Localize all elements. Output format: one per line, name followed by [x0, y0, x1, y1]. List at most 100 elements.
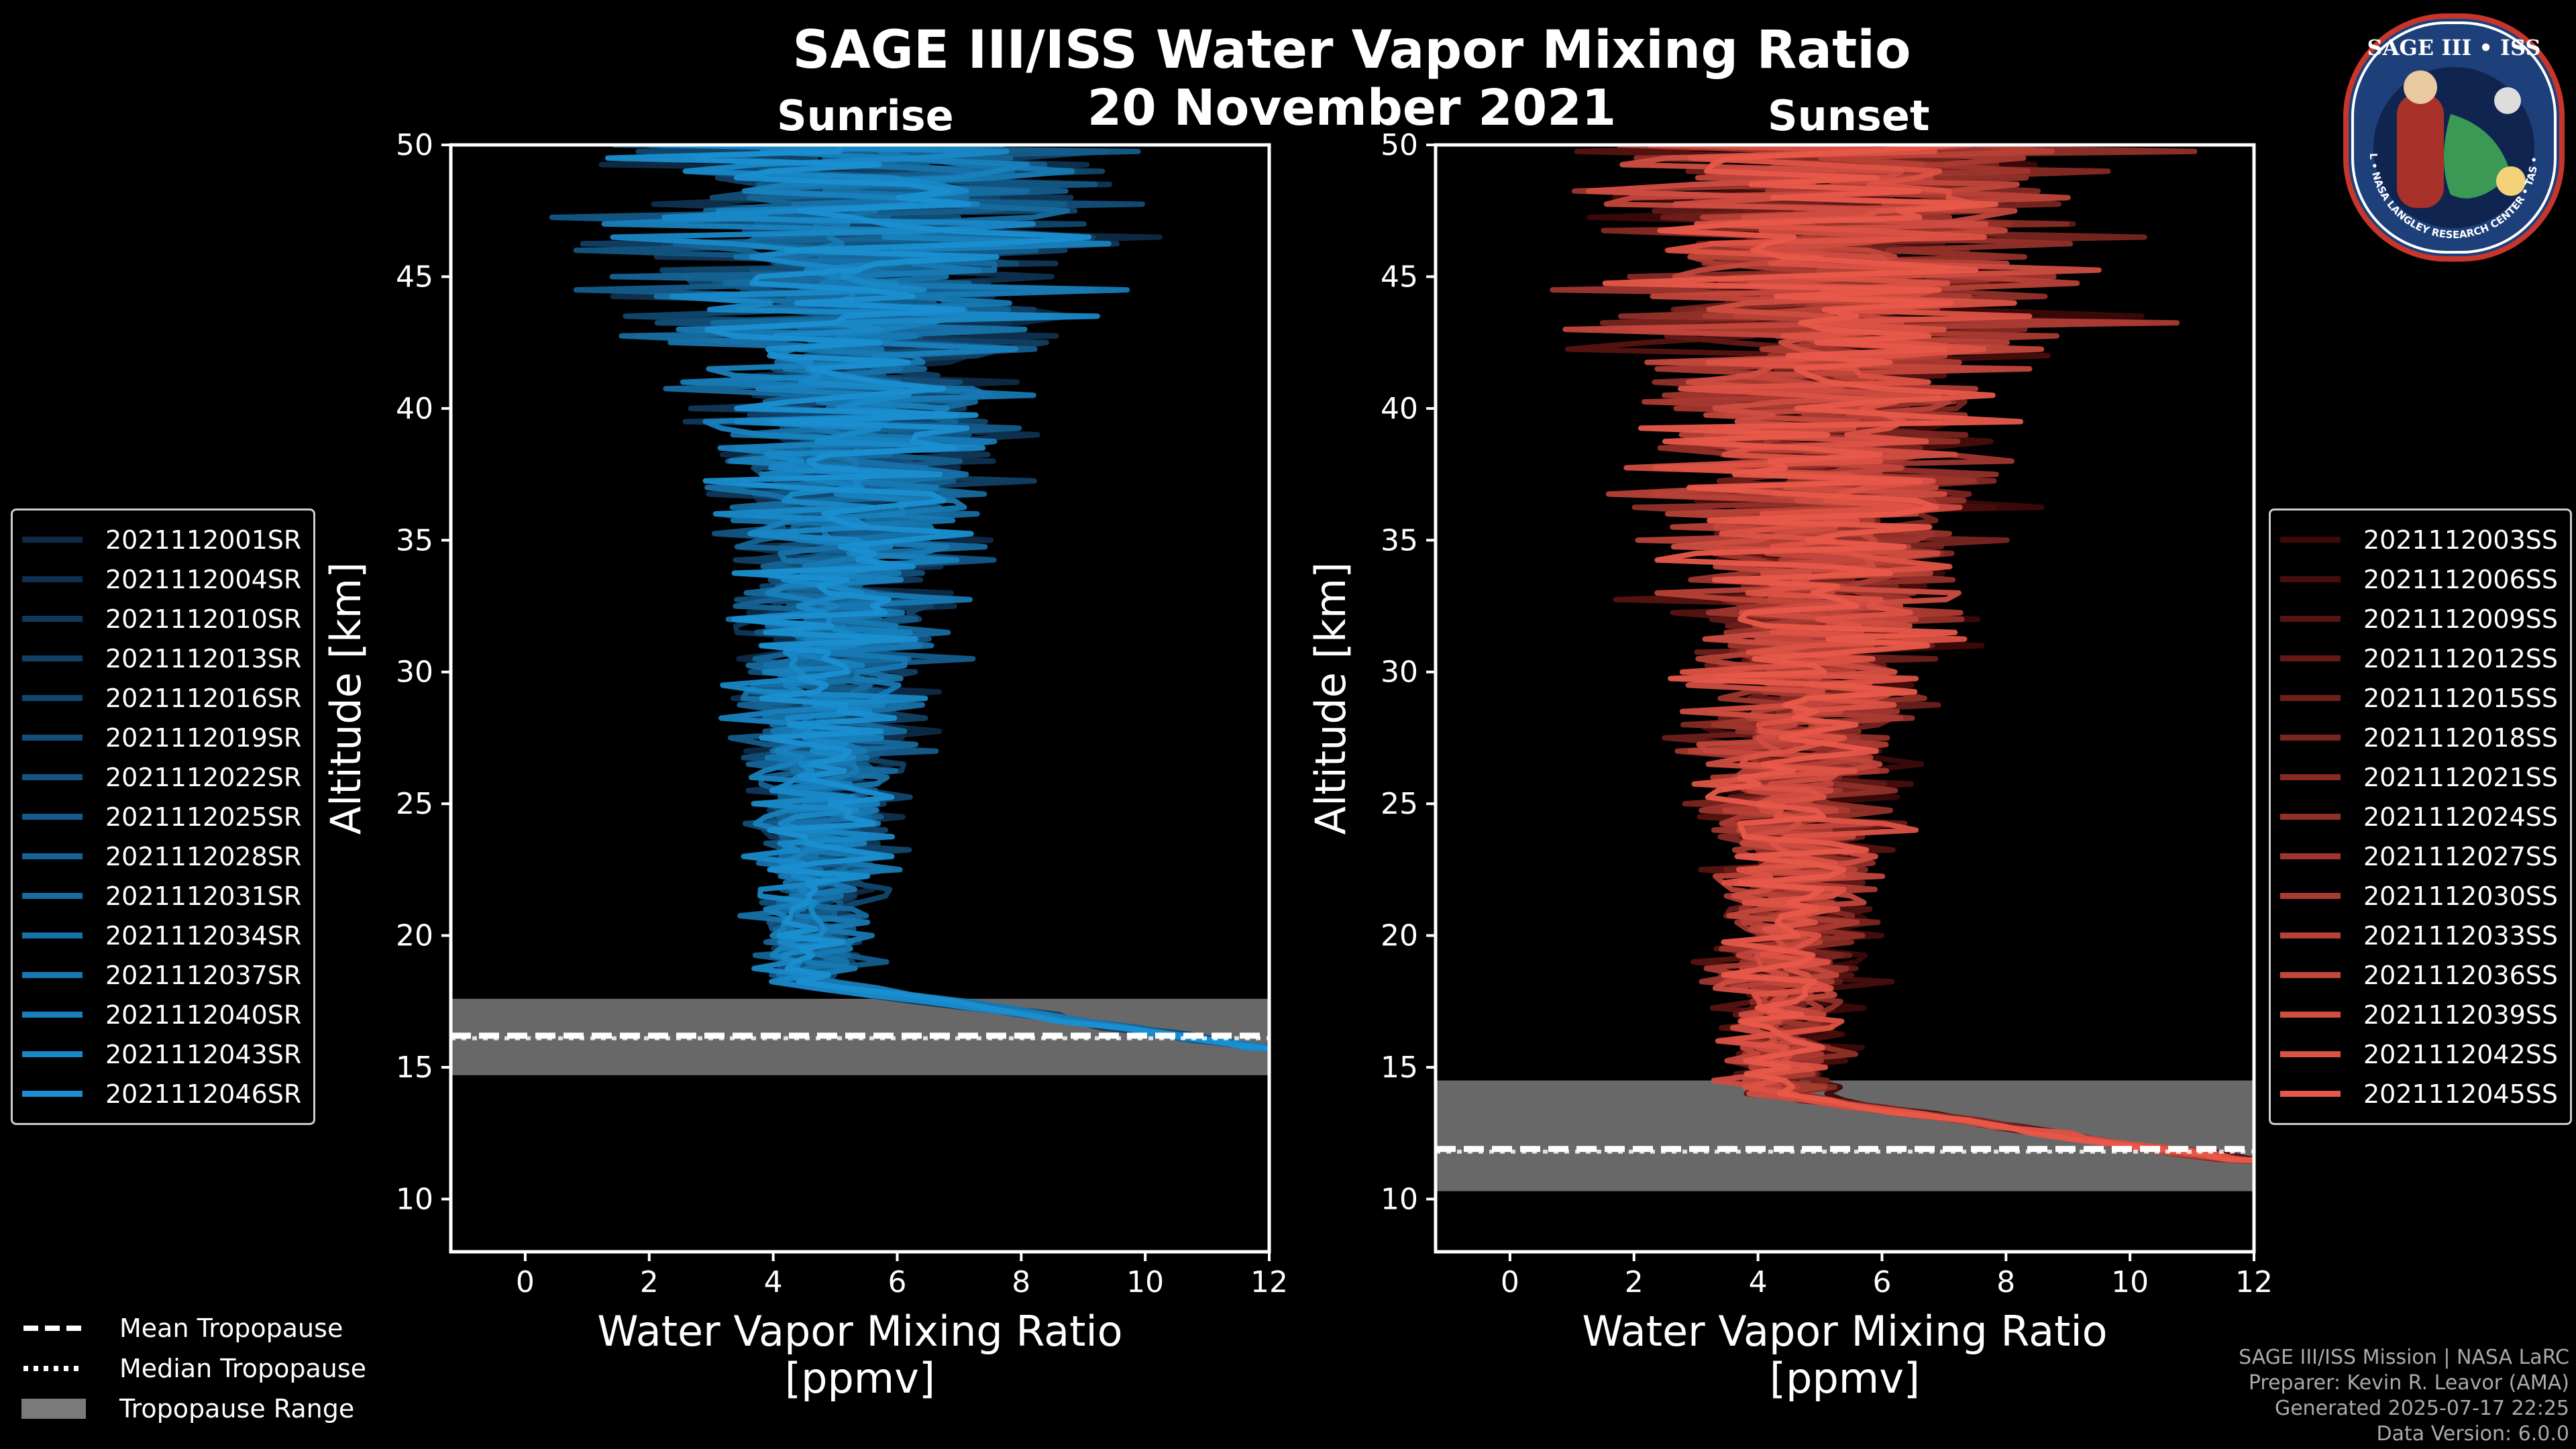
footer-version: Data Version: 6.0.0 [2376, 1422, 2569, 1446]
legend-swatch [22, 1051, 83, 1057]
legend-swatch [22, 695, 83, 701]
legend-item-2021112046SR: 2021112046SR [22, 1074, 301, 1114]
logo-sun-icon [2496, 166, 2526, 196]
median-tropopause-swatch [23, 1366, 84, 1371]
legend-label: 2021112033SS [2363, 920, 2559, 951]
series-line-2021112045SS [1602, 145, 2254, 1164]
legend-swatch [2280, 655, 2341, 661]
x-tick-label: 4 [1749, 1265, 1768, 1299]
series-line-2021112043SR [610, 145, 1269, 1052]
legend-label: 2021112019SR [105, 722, 302, 753]
x-axis-unit-label: [ppmv] [1770, 1354, 1920, 1403]
x-tick-label: 10 [1126, 1265, 1164, 1299]
y-tick-label: 45 [396, 260, 433, 294]
legend-label: 2021112031SR [105, 881, 302, 911]
legend-label: 2021112046SR [105, 1079, 302, 1109]
legend-swatch [2280, 893, 2341, 899]
legend-item-2021112040SR: 2021112040SR [22, 995, 301, 1034]
legend-tropopause-range: Tropopause Range [20, 1389, 366, 1429]
legend-label: 2021112015SS [2363, 683, 2559, 713]
legend-label: 2021112022SR [105, 762, 302, 792]
legend-item-2021112043SR: 2021112043SR [22, 1034, 301, 1074]
x-tick-label: 4 [764, 1265, 783, 1299]
legend-item-2021112039SS: 2021112039SS [2280, 995, 2558, 1034]
legend-label: 2021112036SS [2363, 960, 2559, 990]
legend-item-2021112022SR: 2021112022SR [22, 757, 301, 797]
y-axis-label: Altitude [km] [321, 562, 370, 835]
plot-frame [1434, 143, 2256, 1254]
legend-item-2021112018SS: 2021112018SS [2280, 718, 2558, 757]
legend-label: 2021112034SR [105, 920, 302, 951]
legend-item-2021112006SS: 2021112006SS [2280, 559, 2558, 599]
legend-range-label: Tropopause Range [119, 1394, 355, 1424]
legend-label: 2021112001SR [105, 525, 302, 555]
legend-label: 2021112027SS [2363, 841, 2559, 871]
plot-sunrise: 0 2 4 6 8 10 12 10 15 20 25 30 35 40 45 50 Water Vapor M… [321, 128, 1288, 1403]
legend-item-2021112037SR: 2021112037SR [22, 955, 301, 995]
x-tick-label: 8 [1996, 1265, 2015, 1299]
panel-label-sunset: Sunset [1768, 91, 1930, 140]
legend-label: 2021112016SR [105, 683, 302, 713]
sage-mission-logo: SAGE III • ISS BALL • NASA LANGLEY RESEA… [2343, 13, 2565, 262]
legend-item-2021112004SR: 2021112004SR [22, 559, 301, 599]
legend-item-2021112042SS: 2021112042SS [2280, 1034, 2558, 1074]
legend-item-2021112031SR: 2021112031SR [22, 876, 301, 916]
legend-item-2021112030SS: 2021112030SS [2280, 876, 2558, 916]
legend-swatch [22, 537, 83, 543]
legend-item-2021112033SS: 2021112033SS [2280, 916, 2558, 955]
legend-label: 2021112013SR [105, 643, 302, 674]
y-tick-label: 40 [396, 392, 433, 426]
profile-lines [1550, 145, 2254, 1165]
legend-swatch [2280, 1091, 2341, 1097]
y-tick-label: 25 [1381, 787, 1418, 821]
legend-item-2021112036SS: 2021112036SS [2280, 955, 2558, 995]
legend-item-2021112021SS: 2021112021SS [2280, 757, 2558, 797]
legend-swatch [2280, 932, 2341, 938]
x-tick-label: 8 [1012, 1265, 1030, 1299]
legend-swatch [22, 972, 83, 978]
y-tick-label: 30 [1381, 655, 1418, 690]
tropopause-range-swatch [21, 1399, 86, 1419]
x-tick-label: 2 [640, 1265, 659, 1299]
x-tick-label: 2 [1625, 1265, 1644, 1299]
legend-label: 2021112043SR [105, 1039, 302, 1069]
legend-label: 2021112003SS [2363, 525, 2559, 555]
legend-label: 2021112045SS [2363, 1079, 2559, 1109]
legend-mean-tropopause: Mean Tropopause [20, 1308, 366, 1348]
panel-label-sunrise: Sunrise [777, 91, 954, 140]
footer-preparer: Preparer: Kevin R. Leavor (AMA) [2248, 1371, 2569, 1395]
legend-sunset: 2021112003SS 2021112006SS 2021112009SS 2021… [2269, 508, 2573, 1125]
plot-sunset: 0 2 4 6 8 10 12 10 15 20 25 30 35 40 45 50 Water Vapor M… [1306, 128, 2273, 1403]
x-tick-label: 12 [1250, 1265, 1288, 1299]
legend-swatch [22, 1012, 83, 1018]
legend-item-2021112013SR: 2021112013SR [22, 639, 301, 678]
y-tick-label: 10 [396, 1182, 433, 1216]
tropopause-range-band [1436, 1080, 2254, 1191]
legend-item-2021112028SR: 2021112028SR [22, 837, 301, 876]
x-tick-label: 10 [2111, 1265, 2149, 1299]
legend-item-2021112019SR: 2021112019SR [22, 718, 301, 757]
legend-item-2021112045SS: 2021112045SS [2280, 1074, 2558, 1114]
legend-item-2021112034SR: 2021112034SR [22, 916, 301, 955]
legend-median-tropopause: Median Tropopause [20, 1348, 366, 1389]
logo-title: SAGE III • ISS [2367, 35, 2541, 60]
x-tick-label: 0 [516, 1265, 535, 1299]
legend-label: 2021112010SR [105, 604, 302, 634]
tropopause-legend: Mean Tropopause Median Tropopause Tropop… [20, 1308, 366, 1429]
plot-frame [449, 143, 1271, 1254]
legend-swatch [2280, 537, 2341, 543]
legend-item-2021112015SS: 2021112015SS [2280, 678, 2558, 718]
legend-item-2021112010SR: 2021112010SR [22, 599, 301, 639]
legend-label: 2021112004SR [105, 564, 302, 594]
footer-generated: Generated 2025-07-17 22:25 [2274, 1397, 2569, 1420]
y-axis-label: Altitude [km] [1306, 562, 1355, 835]
x-axis-label: Water Vapor Mixing Ratio [1582, 1307, 2107, 1356]
legend-item-2021112024SS: 2021112024SS [2280, 797, 2558, 837]
legend-swatch [2280, 1012, 2341, 1018]
x-tick-label: 0 [1501, 1265, 1519, 1299]
legend-swatch [2280, 576, 2341, 582]
footer-mission: SAGE III/ISS Mission | NASA LaRC [2239, 1346, 2569, 1369]
legend-swatch [22, 735, 83, 741]
y-tick-label: 30 [396, 655, 433, 690]
x-axis-unit-label: [ppmv] [785, 1354, 935, 1403]
